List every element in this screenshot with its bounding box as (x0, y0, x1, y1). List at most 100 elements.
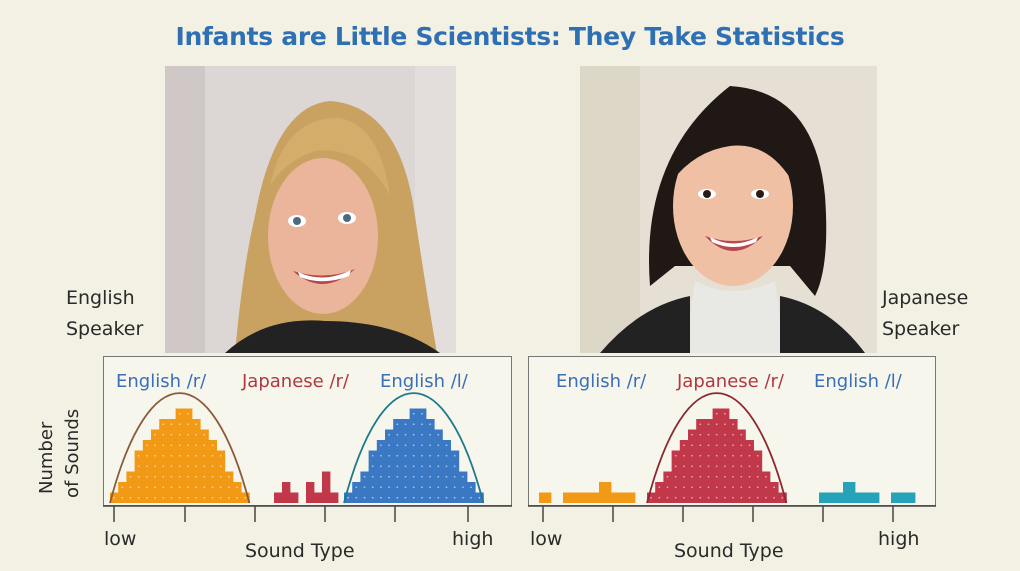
bar-dot (371, 496, 374, 499)
bar-dot (244, 496, 247, 499)
bar-dot (691, 465, 693, 468)
bar-dot (170, 475, 173, 478)
bar-dot (429, 475, 431, 478)
bar-dot (146, 444, 148, 447)
bar-dot (421, 486, 423, 489)
bar (655, 482, 664, 503)
bar (539, 492, 552, 503)
bar-dot (178, 433, 181, 436)
bar-dot (187, 444, 189, 447)
bar-dot (355, 486, 358, 489)
bar-dot (462, 475, 464, 478)
bar-dot (445, 444, 448, 447)
bar-dot (396, 444, 399, 447)
bar-dot (691, 475, 693, 478)
bar-dot (170, 496, 173, 499)
bar-dot (437, 433, 440, 436)
bar-dot (203, 444, 206, 447)
bar-dot (236, 486, 239, 489)
bar (426, 419, 435, 503)
bar-dot (162, 454, 165, 457)
bar-dot (396, 423, 399, 426)
bar-dot (437, 486, 440, 489)
bar-dot (121, 486, 124, 489)
bar-dot (429, 486, 431, 489)
bar-dot (195, 433, 197, 436)
bar-dot (137, 465, 140, 468)
bar-dot (462, 486, 464, 489)
bar-dot (756, 496, 759, 499)
bar-dot (203, 475, 206, 478)
y-axis-label-line2: of Sounds (62, 408, 83, 498)
bar (393, 419, 402, 503)
bar-dot (219, 475, 222, 478)
bar (819, 492, 832, 503)
bar-dot (404, 454, 407, 457)
bar-dot (715, 454, 718, 457)
bar-dot (187, 454, 189, 457)
bar-dot (724, 496, 726, 499)
series-label: English /r/ (556, 371, 647, 392)
bar-dot (170, 486, 173, 489)
bar-dot (437, 475, 440, 478)
bar (903, 492, 916, 503)
bar-dot (707, 454, 710, 457)
bar-dot (773, 496, 775, 499)
bar-dot (404, 444, 407, 447)
bar-dot (650, 496, 652, 499)
bar-dot (371, 486, 374, 489)
bar-dot (371, 454, 374, 457)
bar-dot (388, 444, 390, 447)
bar-dot (724, 444, 726, 447)
bar-dot (170, 454, 173, 457)
bar-dot (404, 423, 407, 426)
bar-dot (396, 454, 399, 457)
bar-dot (219, 454, 222, 457)
bar-dot (162, 465, 165, 468)
bar-dot (363, 475, 366, 478)
bar-dot (683, 454, 685, 457)
bar-dot (178, 465, 181, 468)
bar-dot (724, 486, 726, 489)
bar-dot (674, 465, 677, 468)
bar-dot (748, 454, 751, 457)
bar-dot (732, 496, 734, 499)
bar-dot (412, 486, 415, 489)
bar (330, 492, 339, 503)
bar-dot (707, 486, 710, 489)
bar-dot (748, 496, 751, 499)
bar-dot (412, 423, 415, 426)
bar-dot (421, 465, 423, 468)
bar-dot (187, 412, 189, 415)
distribution-curve (109, 392, 251, 504)
bar-dot (658, 486, 661, 489)
bar-dot (121, 496, 124, 499)
bar-dot (412, 475, 415, 478)
bar-dot (429, 465, 431, 468)
bar-dot (715, 496, 718, 499)
bar (167, 419, 176, 503)
bar-dot (228, 475, 230, 478)
bar-dot (453, 454, 456, 457)
bar-dot (421, 433, 423, 436)
bar-dot (380, 454, 382, 457)
bar (843, 482, 856, 503)
bar-dot (219, 465, 222, 468)
bar-dot (699, 496, 702, 499)
bar-dot (666, 486, 669, 489)
bar-dot (388, 454, 390, 457)
bar-dot (396, 486, 399, 489)
bar (696, 419, 705, 503)
bar-dot (388, 496, 390, 499)
bar-dot (178, 423, 181, 426)
bar-dot (691, 486, 693, 489)
bar-dot (363, 496, 366, 499)
japanese-speaker-photo (580, 66, 877, 353)
bar-dot (724, 465, 726, 468)
bar (729, 419, 738, 503)
bar-dot (170, 444, 173, 447)
bar-dot (445, 475, 448, 478)
bar-dot (421, 423, 423, 426)
bar-dot (732, 486, 734, 489)
right-x-low-label: low (530, 528, 563, 550)
